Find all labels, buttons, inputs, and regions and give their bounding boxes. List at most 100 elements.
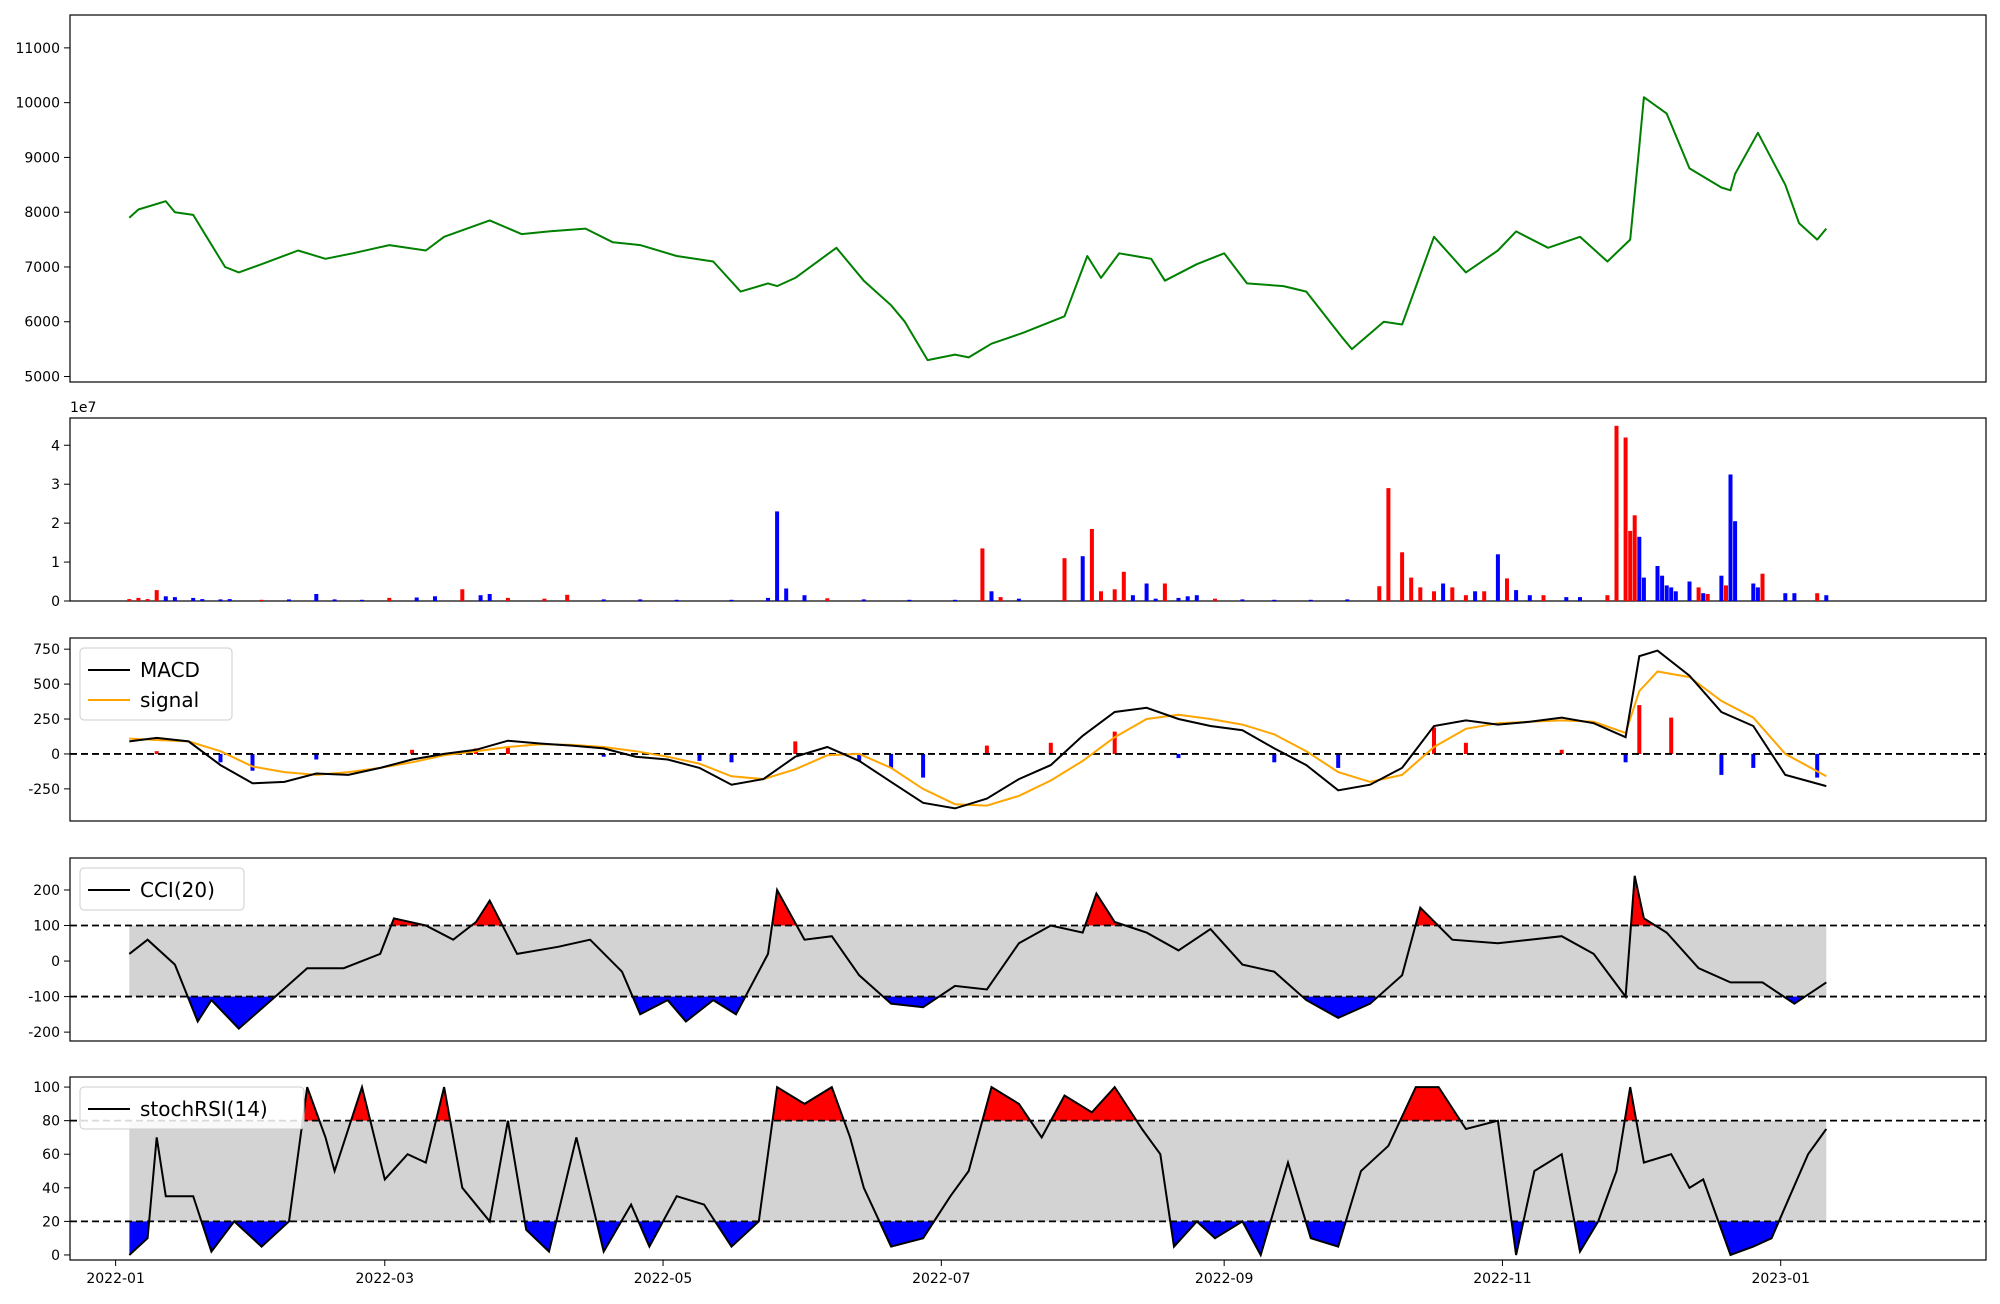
volume-bar — [1564, 597, 1569, 601]
macd-histogram-bar — [1623, 753, 1628, 763]
volume-ytick-label: 1 — [51, 555, 60, 571]
macd-legend-label: MACD — [140, 658, 200, 682]
volume-bar — [314, 594, 319, 601]
macd-histogram-bar — [1815, 753, 1820, 778]
price-ytick-label: 11000 — [15, 41, 60, 57]
volume-bar — [1719, 575, 1724, 601]
volume-bar — [1637, 536, 1642, 601]
x-axis: 2022-01 2022-03 2022-05 2022-07 2022-09 2022-… — [86, 1260, 1810, 1287]
volume-bar — [775, 511, 780, 601]
stochrsi-overbought-fill — [129, 1087, 1827, 1121]
macd-histogram-bar — [1719, 753, 1724, 775]
volume-ytick-label: 4 — [51, 438, 60, 454]
volume-bar — [1760, 573, 1765, 601]
volume-bar — [1386, 488, 1391, 601]
volume-bar — [565, 594, 570, 601]
volume-ytick-label: 0 — [51, 594, 60, 610]
volume-bar — [1751, 583, 1756, 601]
macd-histogram-bar — [793, 741, 798, 754]
macd-histogram-bar — [601, 753, 606, 757]
macd-ytick-label: 250 — [33, 712, 60, 728]
macd-histogram-bar — [1432, 727, 1436, 754]
volume-bar — [1514, 590, 1519, 601]
volume-bar — [784, 588, 789, 601]
volume-bar — [1400, 552, 1405, 601]
macd-frame — [69, 637, 1987, 822]
price-frame — [69, 14, 1987, 383]
volume-bar — [1144, 583, 1149, 601]
stochrsi-frame — [69, 1076, 1987, 1261]
volume-bar — [259, 599, 264, 601]
macd-histogram-bar — [1751, 753, 1756, 768]
volume-bar — [1705, 594, 1710, 601]
cci-panel: -200 -100 0 100 200 CCI(20) — [28, 857, 1987, 1042]
macd-legend-label: signal — [140, 688, 199, 712]
stochrsi-legend-label: stochRSI(14) — [140, 1097, 268, 1121]
macd-histogram-bar — [889, 753, 894, 768]
volume-bar — [1089, 529, 1094, 601]
volume-bar — [1792, 593, 1797, 601]
volume-bar — [1495, 554, 1500, 601]
price-ytick-label: 9000 — [24, 150, 60, 166]
volume-bar — [487, 594, 492, 601]
volume-bar — [1377, 586, 1382, 601]
volume-bar — [227, 599, 232, 601]
volume-bar — [601, 599, 606, 601]
volume-bar — [825, 598, 830, 601]
x-tick-label: 2022-01 — [86, 1271, 145, 1287]
volume-bar — [1482, 591, 1487, 601]
cci-line — [128, 875, 1827, 1030]
volume-bar — [1687, 581, 1692, 601]
macd-histogram-bar — [250, 753, 255, 771]
macd-histogram-bar — [154, 751, 159, 754]
volume-bar — [414, 597, 419, 601]
volume-bar — [1701, 593, 1706, 601]
volume-panel: 0 1 2 3 4 1e7 — [51, 400, 1987, 610]
volume-bar — [953, 599, 957, 601]
cci-legend — [79, 867, 245, 911]
volume-bar — [163, 596, 168, 601]
macd-ytick-label: -250 — [28, 782, 60, 798]
price-ytick-label: 7000 — [24, 260, 60, 276]
volume-bar — [1112, 589, 1117, 601]
volume-bar — [638, 599, 643, 601]
volume-bar — [1655, 566, 1660, 601]
x-tick-label: 2022-11 — [1473, 1271, 1532, 1287]
volume-bar — [1696, 587, 1701, 601]
cci-ytick-label: 100 — [33, 919, 60, 935]
volume-bar — [287, 599, 291, 601]
volume-bar — [1450, 587, 1455, 601]
volume-bar — [1432, 591, 1436, 601]
price-ytick-label: 6000 — [24, 315, 60, 331]
cci-overbought-fill — [129, 875, 1827, 926]
macd-histogram-bar — [1669, 717, 1674, 754]
volume-bar — [1623, 437, 1628, 601]
x-tick-label: 2022-09 — [1195, 1271, 1254, 1287]
volume-bar — [1641, 577, 1646, 601]
price-ytick-label: 8000 — [24, 205, 60, 221]
volume-bar — [1505, 578, 1509, 601]
volume-bar — [861, 599, 866, 601]
macd-histogram-bar — [314, 753, 319, 760]
macd-histogram-bar — [729, 753, 734, 763]
stochrsi-ytick-label: 0 — [51, 1248, 60, 1264]
macd-histogram-bar — [1176, 753, 1181, 759]
volume-bar — [542, 598, 547, 601]
volume-bar — [1673, 591, 1678, 601]
macd-histogram-bar — [1112, 731, 1117, 754]
volume-bar — [674, 599, 679, 601]
volume-bar — [1660, 575, 1665, 601]
volume-bar — [136, 597, 141, 601]
price-panel: 5000 6000 7000 8000 9000 10000 11000 — [15, 14, 1987, 386]
x-tick-label: 2022-03 — [356, 1271, 415, 1287]
volume-bar — [172, 597, 177, 601]
cci-frame — [69, 857, 1987, 1042]
volume-bar — [1755, 587, 1760, 601]
x-tick-label: 2023-01 — [1751, 1271, 1810, 1287]
macd-panel: -250 0 250 500 750 MACD signal — [28, 637, 1987, 822]
stochrsi-legend — [79, 1086, 305, 1130]
macd-histogram-bar — [1272, 753, 1277, 763]
macd-histogram-bar — [857, 753, 862, 761]
